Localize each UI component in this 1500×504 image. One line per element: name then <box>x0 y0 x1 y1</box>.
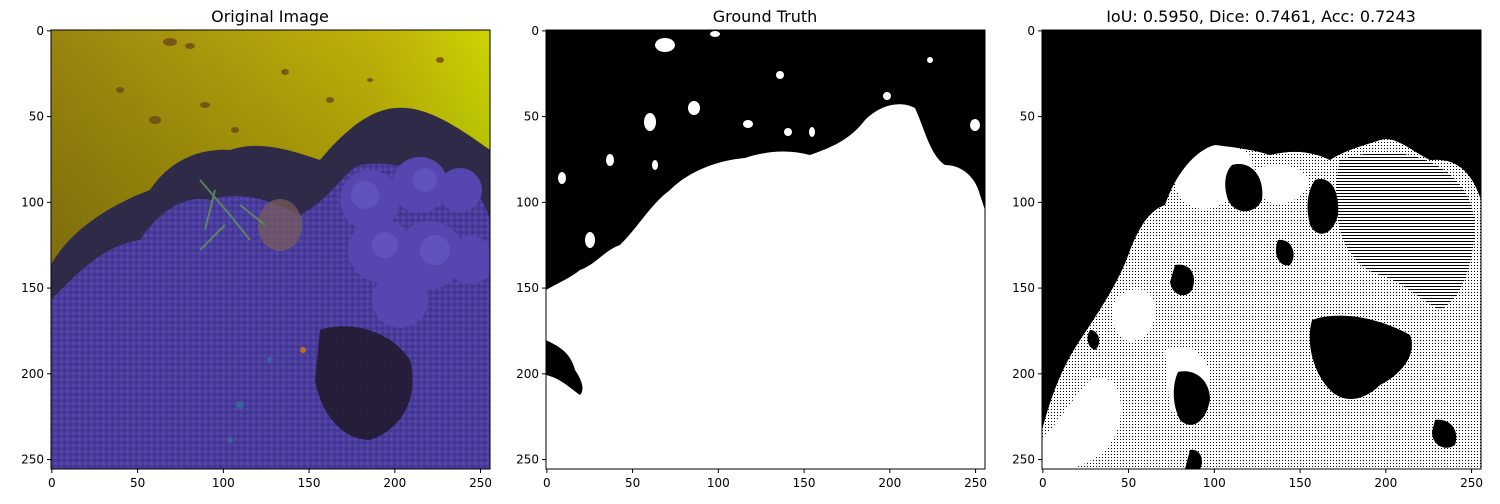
panel-original: Original Image <box>21 7 492 490</box>
prediction-mask <box>1042 30 1481 469</box>
x-tick-label: 150 <box>793 476 816 490</box>
y-tick-label: 150 <box>21 281 44 295</box>
panel-title: Original Image <box>211 7 329 26</box>
ground-truth-mask <box>546 30 985 469</box>
x-axis-ticks: 0 50 100 150 200 250 <box>543 469 987 490</box>
y-tick-label: 150 <box>1012 281 1035 295</box>
x-tick-label: 200 <box>383 476 406 490</box>
x-tick-label: 50 <box>130 476 145 490</box>
x-axis-ticks: 0 50 100 150 200 250 <box>1039 469 1483 490</box>
x-tick-label: 150 <box>1289 476 1312 490</box>
x-tick-label: 50 <box>1121 476 1136 490</box>
x-tick-label: 0 <box>1039 476 1047 490</box>
x-tick-label: 200 <box>878 476 901 490</box>
y-axis-ticks: 0 50 100 150 200 250 <box>21 24 51 467</box>
x-tick-label: 250 <box>1460 476 1483 490</box>
y-tick-label: 50 <box>29 110 44 124</box>
panel-title: Ground Truth <box>713 7 818 26</box>
y-tick-label: 200 <box>21 367 44 381</box>
x-axis-ticks: 0 50 100 150 200 250 <box>48 469 492 490</box>
y-tick-label: 150 <box>516 281 539 295</box>
y-tick-label: 250 <box>516 453 539 467</box>
y-tick-label: 0 <box>531 24 539 38</box>
x-tick-label: 200 <box>1374 476 1397 490</box>
y-tick-label: 50 <box>524 110 539 124</box>
x-tick-label: 0 <box>543 476 551 490</box>
x-tick-label: 100 <box>707 476 730 490</box>
x-tick-label: 50 <box>625 476 640 490</box>
y-tick-label: 250 <box>21 453 44 467</box>
original-image <box>51 30 490 469</box>
y-axis-ticks: 0 50 100 150 200 250 <box>1012 24 1042 467</box>
x-tick-label: 100 <box>1203 476 1226 490</box>
y-axis-ticks: 0 50 100 150 200 250 <box>516 24 546 467</box>
x-tick-label: 0 <box>48 476 56 490</box>
y-tick-label: 200 <box>516 367 539 381</box>
y-tick-label: 100 <box>21 195 44 209</box>
x-tick-label: 250 <box>964 476 987 490</box>
y-tick-label: 200 <box>1012 367 1035 381</box>
y-tick-label: 250 <box>1012 453 1035 467</box>
y-tick-label: 0 <box>1027 24 1035 38</box>
y-tick-label: 0 <box>36 24 44 38</box>
y-tick-label: 100 <box>1012 195 1035 209</box>
panel-prediction: IoU: 0.5950, Dice: 0.7461, Acc: 0.7243 <box>1012 7 1483 490</box>
y-tick-label: 50 <box>1020 110 1035 124</box>
panel-ground-truth: Ground Truth 0 50 100 150 200 250 0 50 100 150 20… <box>516 7 987 490</box>
panel-title: IoU: 0.5950, Dice: 0.7461, Acc: 0.7243 <box>1106 7 1416 26</box>
x-tick-label: 250 <box>469 476 492 490</box>
x-tick-label: 150 <box>298 476 321 490</box>
y-tick-label: 100 <box>516 195 539 209</box>
x-tick-label: 100 <box>212 476 235 490</box>
